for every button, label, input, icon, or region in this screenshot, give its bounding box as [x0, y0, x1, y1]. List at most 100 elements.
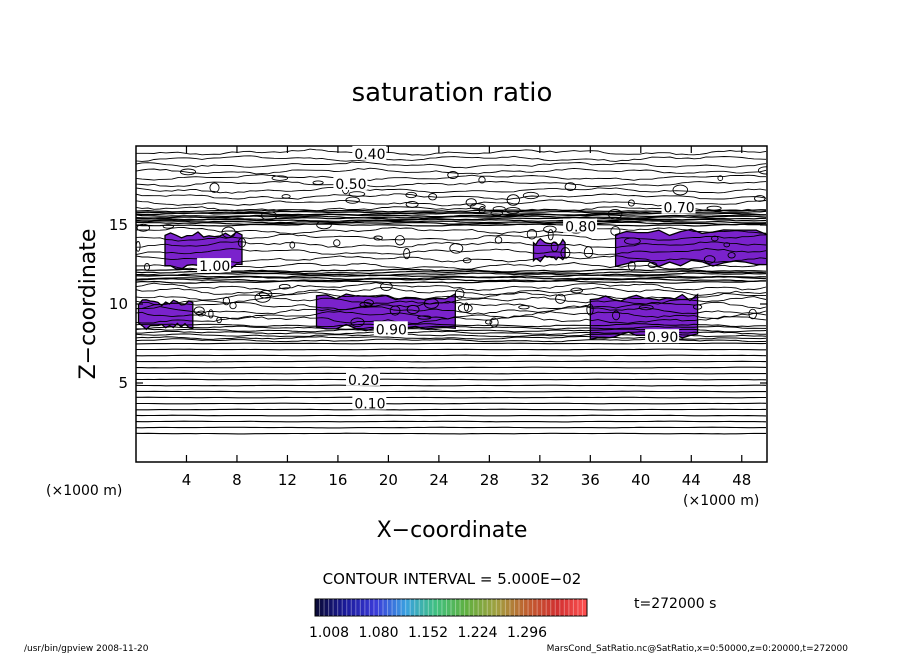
contour-closed [162, 224, 174, 229]
contour-closed [485, 319, 493, 325]
contour-closed [706, 205, 722, 211]
contour-label: 0.50 [335, 177, 366, 193]
contour-closed [638, 304, 654, 311]
contour-closed [555, 293, 566, 304]
contour-closed [723, 242, 730, 248]
contour-line [136, 220, 767, 224]
contour-label-bg [197, 258, 232, 273]
contour-closed [518, 305, 530, 310]
contour-line [136, 291, 767, 301]
x-tick-label: 28 [480, 471, 499, 489]
contour-line [136, 282, 767, 292]
contour-closed [143, 263, 151, 271]
contour-closed [237, 237, 246, 248]
contour-closed [583, 246, 594, 258]
x-axis-ticks: 4 8 12 16 20 24 28 32 36 40 44 48 [182, 146, 751, 489]
contour-line [136, 241, 767, 249]
supersaturated-region-2 [137, 299, 194, 331]
contour-closed [345, 196, 360, 204]
contour-line [136, 161, 767, 169]
contour-closed [316, 220, 332, 230]
contour-closed [478, 206, 486, 214]
contour-closed [447, 171, 459, 179]
contour-label-bg [661, 199, 696, 214]
contour-closed [333, 239, 341, 247]
contour-lines [136, 148, 767, 435]
contour-line [136, 384, 767, 387]
x-tick-label: 16 [328, 471, 347, 489]
x-axis-label: X−coordinate [377, 518, 528, 543]
contour-closed [560, 247, 571, 259]
contour-closed [462, 257, 472, 264]
x-tick-label: 8 [232, 471, 242, 489]
contour-line [136, 366, 767, 369]
contour-line [136, 426, 766, 429]
contour-closed [627, 199, 635, 207]
contour-line [136, 274, 767, 279]
supersaturated-region-6 [614, 228, 767, 268]
x-tick-label: 36 [581, 471, 600, 489]
contour-line [136, 277, 766, 283]
x-tick-label: 40 [631, 471, 650, 489]
colorbar-tick-label: 1.224 [457, 625, 497, 641]
x-tick-label: 44 [682, 471, 701, 489]
contour-closed [428, 193, 438, 201]
contour-closed [570, 287, 584, 294]
contour-line [136, 199, 767, 207]
contour-closed [417, 315, 432, 320]
contour-closed [229, 301, 237, 310]
contour-closed [754, 195, 766, 202]
contour-closed [564, 182, 577, 191]
contour-line [136, 342, 767, 345]
contour-closed [394, 235, 405, 246]
contour-line [136, 268, 767, 273]
contour-closed [703, 255, 716, 264]
contour-closed [457, 303, 473, 313]
contour-closed [222, 296, 231, 306]
contour-line [136, 354, 767, 357]
x-unit-left: (×1000 m) [46, 483, 122, 499]
footer-right: MarsCond_SatRatio.nc@SatRatio,x=0:50000,… [547, 644, 849, 654]
contour-line [136, 215, 767, 219]
x-unit-right: (×1000 m) [683, 493, 759, 509]
contour-closed [196, 310, 206, 317]
contour-closed [406, 304, 420, 315]
contour-interval: CONTOUR INTERVAL = 5.000E−02 [323, 570, 582, 588]
contour-closed [586, 303, 594, 316]
contour-line [136, 209, 767, 213]
contour-line [136, 311, 767, 320]
contour-label-bg [346, 371, 381, 386]
contour-label-bg [373, 321, 408, 336]
contour-closed [748, 308, 757, 320]
contour-closed [547, 229, 554, 241]
contour-label: 0.90 [376, 322, 407, 338]
contour-closed [373, 235, 383, 241]
contour-line [136, 167, 767, 175]
contour-closed [423, 298, 439, 309]
contour-line [136, 155, 767, 162]
contour-line [136, 372, 766, 375]
contour-closed [278, 283, 291, 290]
contour-label: 0.80 [565, 220, 596, 236]
y-tick-label: 5 [118, 374, 128, 392]
x-tick-label: 12 [278, 471, 297, 489]
contour-closed [260, 211, 278, 221]
colorbar: 1.008 1.080 1.152 1.224 1.296 [309, 598, 588, 641]
contour-line [136, 206, 767, 213]
contour-closed [449, 242, 464, 254]
contour-closed [405, 191, 417, 199]
contour-closed [359, 301, 372, 308]
contour-closed [522, 191, 539, 200]
contour-closed [624, 237, 641, 245]
contour-closed [312, 180, 324, 185]
contour-label-bg [645, 329, 680, 344]
contour-line [136, 414, 767, 417]
footer-left: /usr/bin/gpview 2008-11-20 [24, 644, 149, 654]
x-tick-label: 4 [182, 471, 192, 489]
contour-closed [711, 235, 719, 242]
contour-line [136, 233, 767, 242]
contour-closed [672, 184, 689, 196]
contour-closed [454, 288, 465, 299]
contour-closed [692, 304, 703, 310]
supersaturated-region-5 [532, 237, 566, 263]
